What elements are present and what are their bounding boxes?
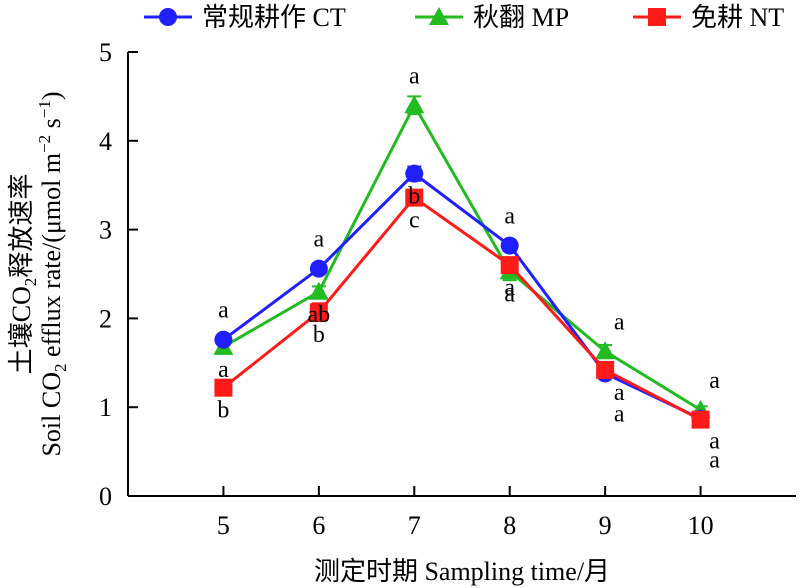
x-tick-label: 6 bbox=[312, 511, 325, 540]
significance-label: a bbox=[614, 380, 625, 406]
legend-marker bbox=[648, 8, 666, 26]
significance-label: a bbox=[614, 401, 625, 427]
significance-label: c bbox=[409, 208, 420, 234]
y-axis-title-en-sub: 2 bbox=[51, 364, 70, 373]
y-axis-title-en-sup1: −2 bbox=[35, 135, 54, 153]
y-axis-title-cn-prefix: 土壤CO bbox=[7, 286, 36, 374]
significance-label: b bbox=[408, 184, 420, 210]
legend-item-1: 秋翻 MP bbox=[415, 3, 569, 32]
y-axis-title-en-mid2: s bbox=[37, 118, 66, 135]
x-tick-label: 5 bbox=[217, 511, 230, 540]
legend-label: 常规耕作 CT bbox=[202, 3, 346, 32]
legend-label: 免耕 NT bbox=[691, 3, 784, 32]
data-point bbox=[309, 259, 328, 278]
significance-label: a bbox=[504, 204, 515, 230]
y-tick-label: 5 bbox=[99, 38, 112, 67]
y-axis-title-cn-suffix: 释放速率 bbox=[7, 174, 36, 278]
significance-label: b bbox=[217, 398, 229, 424]
axes bbox=[127, 52, 796, 497]
y-axis-title-en-prefix: Soil CO bbox=[37, 372, 66, 457]
series-0 bbox=[214, 164, 710, 428]
data-point bbox=[596, 360, 615, 379]
x-tick-label: 7 bbox=[408, 511, 421, 540]
significance-label: a bbox=[409, 63, 420, 89]
significance-label: ab bbox=[308, 302, 331, 328]
significance-label: a bbox=[709, 429, 720, 455]
significance-label: a bbox=[709, 368, 720, 394]
significance-label: a bbox=[709, 448, 720, 474]
series-line bbox=[222, 171, 702, 421]
data-point bbox=[691, 410, 710, 429]
data-point bbox=[405, 164, 424, 183]
y-axis-title-en-sup2: −1 bbox=[35, 100, 54, 118]
x-tick-label: 9 bbox=[599, 511, 612, 540]
legend-item-0: 常规耕作 CT bbox=[144, 3, 346, 32]
y-tick-label: 2 bbox=[99, 304, 112, 333]
series-layer bbox=[213, 95, 711, 429]
significance-label: a bbox=[614, 309, 625, 335]
significance-label: a bbox=[218, 298, 229, 324]
data-point bbox=[595, 341, 616, 360]
significance-label: a bbox=[504, 275, 515, 301]
x-tick-label: 10 bbox=[688, 511, 714, 540]
series-1 bbox=[213, 95, 711, 418]
legend-marker bbox=[429, 7, 449, 25]
y-tick-label: 4 bbox=[99, 127, 112, 156]
y-tick-label: 1 bbox=[99, 393, 112, 422]
data-point bbox=[308, 281, 329, 300]
series-line bbox=[222, 195, 702, 421]
series-line bbox=[222, 102, 702, 412]
y-axis-title-en-mid: efflux rate/(μmol m bbox=[37, 153, 66, 364]
data-point bbox=[214, 330, 233, 349]
x-axis-title: 测定时期 Sampling time/月 bbox=[314, 557, 610, 586]
data-point bbox=[405, 188, 424, 207]
legend-marker bbox=[159, 8, 177, 26]
legend-item-2: 免耕 NT bbox=[633, 3, 784, 32]
series-2 bbox=[214, 188, 710, 429]
data-point bbox=[214, 378, 233, 397]
x-tick-label: 8 bbox=[503, 511, 516, 540]
data-point bbox=[309, 303, 328, 322]
data-point bbox=[500, 236, 519, 255]
y-axis-title-en-suffix: ) bbox=[37, 91, 66, 100]
significance-label: a bbox=[504, 281, 515, 307]
y-tick-label: 0 bbox=[99, 482, 112, 511]
significance-label: a bbox=[218, 357, 229, 383]
data-point bbox=[404, 95, 425, 114]
y-tick-label: 3 bbox=[99, 216, 112, 245]
data-point bbox=[500, 256, 519, 275]
legend: 常规耕作 CT 秋翻 MP 免耕 NT bbox=[144, 3, 784, 32]
y-axis-title-cn: 土壤CO2释放速率 bbox=[7, 174, 40, 375]
significance-label: b bbox=[313, 322, 325, 348]
y-axis-title-cn-sub: 2 bbox=[21, 278, 40, 287]
ticks: 0 1 2 3 4 5 5 6 7 8 9 10 bbox=[99, 38, 714, 540]
legend-label: 秋翻 MP bbox=[473, 3, 569, 32]
significance-label: a bbox=[314, 227, 325, 253]
y-axis-title-en: Soil CO2 efflux rate/(μmol m−2 s−1) bbox=[35, 91, 70, 456]
